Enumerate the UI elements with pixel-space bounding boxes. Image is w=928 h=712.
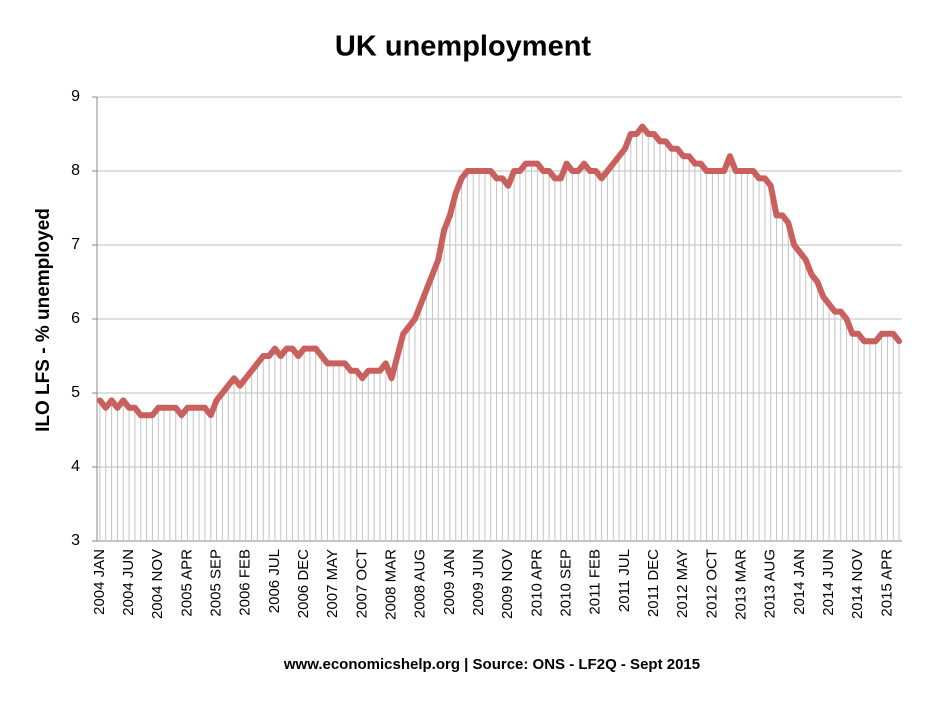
x-tick-label: 2009 JAN — [441, 549, 458, 615]
x-tick-label: 2008 AUG — [412, 549, 429, 618]
x-tick-label: 2004 JAN — [91, 549, 108, 615]
x-tick-label: 2012 OCT — [703, 549, 720, 618]
y-tick-label: 6 — [71, 310, 80, 327]
data-line — [96, 123, 903, 419]
x-tick-label: 2015 APR — [878, 549, 895, 617]
x-tick-label: 2011 FEB — [587, 549, 604, 615]
x-tick-label: 2013 AUG — [762, 549, 779, 618]
x-tick-label: 2010 APR — [528, 549, 545, 617]
x-tick-label: 2007 OCT — [353, 549, 370, 618]
y-tick-label: 5 — [71, 384, 80, 401]
x-tick-label: 2005 SEP — [208, 549, 225, 617]
x-tick-label: 2006 JUL — [266, 549, 283, 613]
x-tick-label: 2009 NOV — [499, 549, 516, 619]
x-tick-label: 2014 NOV — [849, 549, 866, 619]
y-tick-label: 4 — [71, 458, 80, 475]
x-tick-label: 2008 MAR — [383, 549, 400, 620]
footnote: www.economicshelp.org | Source: ONS - LF… — [283, 656, 700, 673]
y-tick-label: 8 — [71, 162, 80, 179]
x-tick-label: 2010 SEP — [558, 549, 575, 617]
x-tick-label: 2011 JUL — [616, 549, 633, 612]
x-tick-label: 2005 APR — [178, 549, 195, 617]
x-tick-label: 2009 JUN — [470, 549, 487, 616]
x-tick-label: 2011 DEC — [645, 549, 662, 617]
x-tick-label: 2014 JUN — [820, 549, 837, 616]
x-tick-label: 2012 MAY — [674, 549, 691, 618]
x-tick-label: 2014 JAN — [791, 549, 808, 615]
chart-title: UK unemployment — [335, 31, 592, 63]
x-tick-label: 2006 FEB — [237, 549, 254, 616]
y-axis-label: ILO LFS - % unemployed — [33, 208, 54, 432]
x-tick-label: 2004 JUN — [120, 549, 137, 616]
x-tick-label: 2013 MAR — [733, 549, 750, 620]
x-tick-label: 2004 NOV — [149, 549, 166, 619]
y-tick-label: 3 — [71, 532, 80, 549]
y-tick-label: 9 — [71, 88, 80, 105]
y-tick-label: 7 — [71, 236, 80, 253]
x-tick-label: 2006 DEC — [295, 549, 312, 618]
x-tick-label: 2007 MAY — [324, 549, 341, 618]
